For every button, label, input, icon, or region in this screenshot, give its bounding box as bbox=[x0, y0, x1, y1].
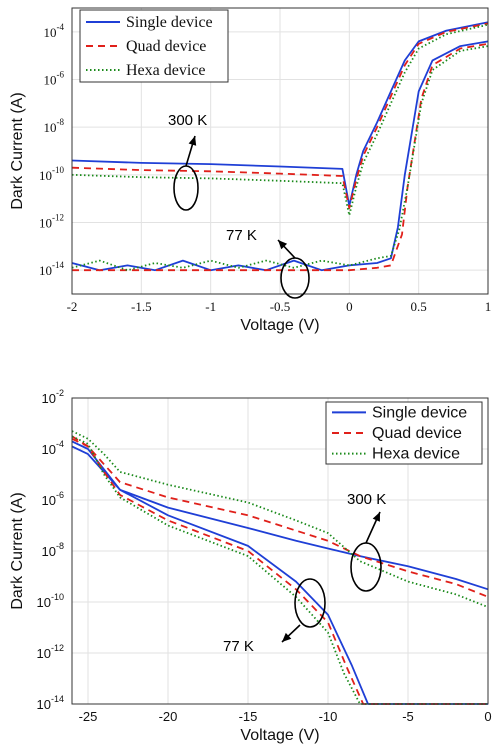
series-line-hexa-device-300k bbox=[71, 23, 489, 217]
chart-panel-1: -2 -1.5 -1 -0.5 0 0.5 1 10-4 10-6 10-8 10-10 10-12 1… bbox=[9, 7, 492, 334]
series-line-hexa-device-77k bbox=[71, 435, 488, 705]
y-axis-label: Dark Current (A) bbox=[9, 92, 26, 209]
annotation-arrowhead bbox=[188, 136, 197, 146]
series-line-single-device-300k bbox=[71, 445, 489, 591]
series-line-single-device-77k bbox=[71, 40, 489, 272]
x-tick-label: -2 bbox=[67, 299, 78, 314]
x-tick-label: -20 bbox=[159, 709, 178, 724]
axis-frame bbox=[71, 397, 489, 705]
legend-label: Quad device bbox=[372, 425, 462, 442]
y-tick-label: 10-10 bbox=[39, 165, 64, 183]
x-axis-label: Voltage (V) bbox=[240, 317, 319, 334]
annotation-2: 77 K bbox=[223, 578, 326, 655]
annotation-ellipse bbox=[294, 578, 326, 628]
legend-label: Hexa device bbox=[372, 446, 460, 463]
legend-label: Quad device bbox=[126, 38, 206, 55]
axis-frame bbox=[71, 7, 489, 295]
chart-panel-2: -25 -20 -15 -10 -5 0 10-2 10-4 10-6 10-8 10-10 10-1… bbox=[9, 388, 492, 744]
legend: Single device Quad device Hexa device bbox=[325, 401, 483, 465]
y-tick-label: 10-4 bbox=[42, 439, 64, 457]
legend-label: Single device bbox=[126, 14, 213, 31]
y-tick-label: 10-10 bbox=[37, 592, 64, 610]
y-tick-label: 10-6 bbox=[44, 70, 65, 88]
y-tick-label: 10-4 bbox=[44, 22, 65, 40]
y-tick-label: 10-2 bbox=[42, 388, 64, 406]
series-line-quad-device-300k bbox=[71, 435, 489, 598]
x-tick-label: 0 bbox=[484, 709, 491, 724]
y-tick-label: 10-14 bbox=[37, 694, 64, 712]
annotation-label: 300 K bbox=[168, 112, 207, 129]
series-line-quad-device-77k bbox=[72, 42, 489, 272]
x-tick-label: 0 bbox=[346, 299, 353, 314]
x-tick-label: -5 bbox=[402, 709, 414, 724]
annotation-2: 77 K bbox=[226, 227, 310, 299]
y-axis-label: Dark Current (A) bbox=[9, 492, 26, 609]
annotation-label: 300 K bbox=[347, 491, 386, 508]
x-tick-label: -1.5 bbox=[131, 299, 152, 314]
y-tick-label: 10-14 bbox=[39, 260, 64, 278]
y-tick-label: 10-8 bbox=[44, 117, 65, 135]
y-tick-label: 10-12 bbox=[37, 643, 64, 661]
y-tick-label: 10-12 bbox=[39, 213, 64, 231]
annotation-label: 77 K bbox=[226, 227, 257, 244]
x-tick-label: -10 bbox=[319, 709, 338, 724]
x-tick-label: -15 bbox=[239, 709, 258, 724]
x-tick-label: 0.5 bbox=[411, 299, 427, 314]
annotation-1: 300 K bbox=[347, 491, 386, 592]
series-line-quad-device-77k bbox=[71, 437, 488, 705]
y-tick-label: 10-8 bbox=[42, 541, 64, 559]
legend: Single device Quad device Hexa device bbox=[79, 9, 229, 83]
y-tick-label: 10-6 bbox=[42, 490, 64, 508]
legend-label: Single device bbox=[372, 404, 467, 421]
legend-label: Hexa device bbox=[126, 62, 206, 79]
series-line-quad-device-300k bbox=[71, 22, 489, 210]
annotation-arrowhead bbox=[282, 632, 292, 642]
annotation-arrowhead bbox=[372, 512, 380, 522]
x-tick-label: -25 bbox=[79, 709, 98, 724]
x-tick-label: -0.5 bbox=[270, 299, 291, 314]
x-tick-label: -1 bbox=[205, 299, 216, 314]
series-line-single-device-300k bbox=[71, 21, 489, 207]
annotation-arrowhead bbox=[278, 240, 288, 250]
annotation-1: 300 K bbox=[168, 112, 207, 211]
annotation-label: 77 K bbox=[223, 638, 254, 655]
x-axis-label: Voltage (V) bbox=[240, 727, 319, 744]
series-line-hexa-device-300k bbox=[71, 430, 489, 608]
series-line-hexa-device-77k bbox=[71, 45, 489, 272]
x-tick-label: 1 bbox=[485, 299, 492, 314]
